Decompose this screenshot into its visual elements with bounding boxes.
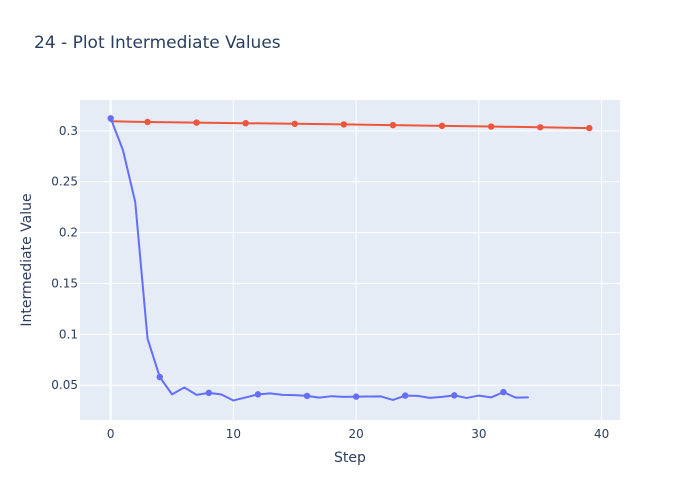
x-tick-labels: 0 10 20 30 40	[107, 427, 609, 441]
data-point	[340, 121, 348, 128]
series-line-2	[109, 117, 529, 402]
data-point	[500, 388, 507, 396]
data-point	[156, 373, 163, 381]
data-point	[438, 122, 446, 130]
data-point	[291, 120, 298, 128]
x-tick-label: 40	[594, 427, 609, 441]
data-point	[402, 392, 409, 399]
data-point	[303, 392, 311, 400]
data-point	[537, 124, 544, 131]
data-point	[451, 392, 458, 399]
y-tick-label: 0.1	[59, 327, 78, 341]
x-tick-label: 10	[226, 427, 241, 441]
x-tick-label: 20	[348, 427, 363, 441]
data-point	[352, 393, 360, 400]
data-point	[389, 121, 397, 129]
y-tick-label: 0.2	[59, 226, 78, 240]
y-axis-title: Intermediate Value	[19, 193, 35, 326]
data-point	[193, 119, 200, 126]
y-tick-label: 0.3	[59, 124, 78, 138]
data-point	[487, 123, 495, 130]
chart-title: 24 - Plot Intermediate Values	[34, 33, 281, 53]
y-tick-label: 0.25	[51, 175, 78, 189]
data-point	[254, 391, 262, 398]
x-tick-label: 30	[471, 427, 486, 441]
data-point	[242, 120, 249, 127]
plot-area	[80, 100, 620, 420]
x-axis-title: Step	[334, 450, 366, 466]
x-tick-label: 0	[107, 427, 115, 441]
y-tick-labels: 0.05 0.1 0.15 0.2 0.25 0.3	[51, 124, 78, 392]
y-tick-label: 0.15	[51, 276, 78, 290]
data-point	[205, 389, 213, 397]
data-point	[144, 118, 151, 126]
y-tick-label: 0.05	[51, 378, 78, 392]
grid-lines	[80, 100, 620, 420]
data-point	[107, 115, 114, 122]
data-markers	[107, 115, 593, 400]
data-point	[586, 124, 593, 132]
